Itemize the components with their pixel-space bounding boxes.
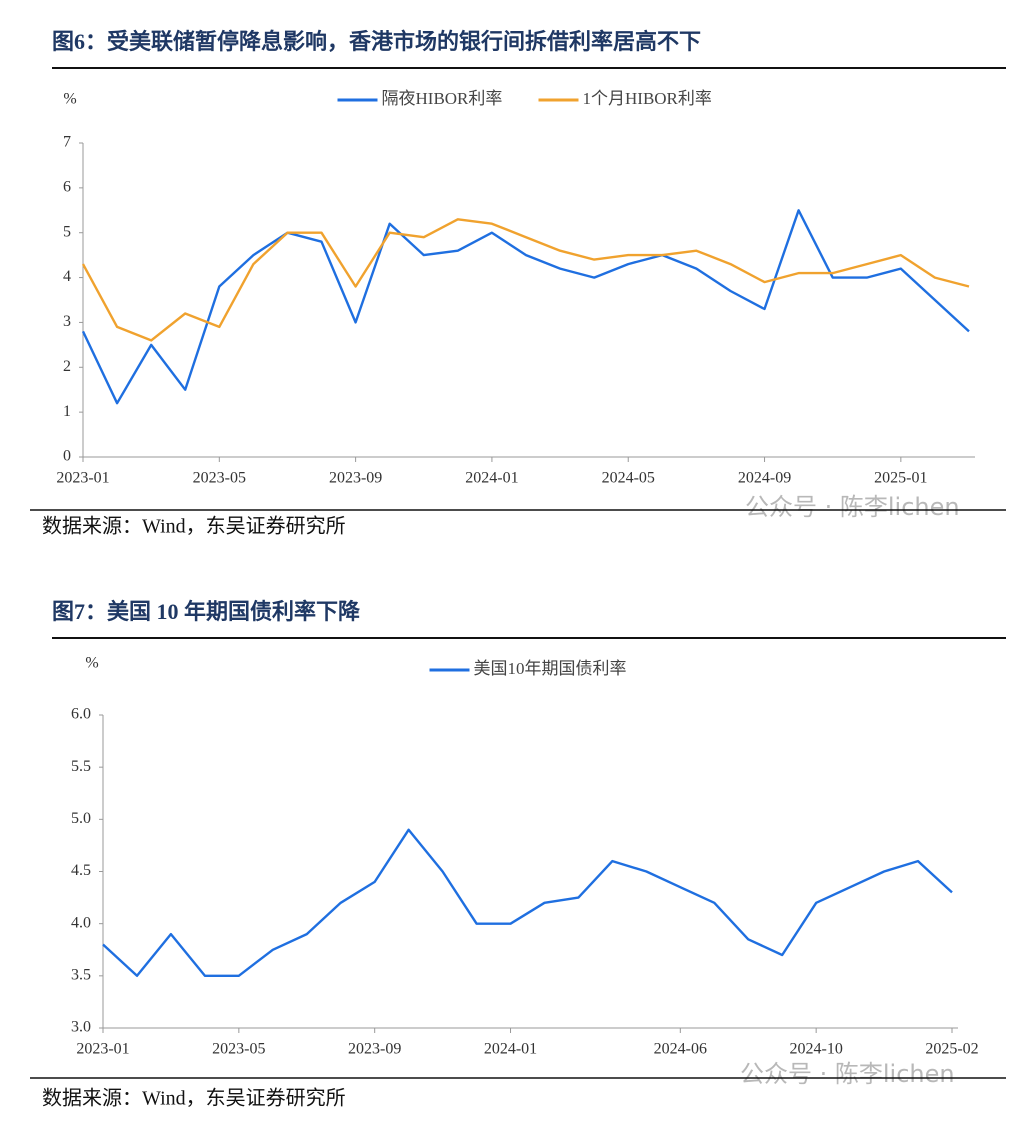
y-unit: % [63, 91, 76, 108]
x-tick-label: 2025-01 [874, 470, 927, 487]
y-tick-label: 5.5 [71, 758, 91, 775]
x-tick-label: 2023-05 [212, 1041, 265, 1058]
series-line [81, 218, 970, 342]
y-tick-label: 1 [63, 403, 71, 420]
x-tick-label: 2023-05 [193, 470, 246, 487]
y-tick-label: 5 [63, 223, 71, 240]
y-tick-label: 5.0 [71, 810, 91, 827]
legend-label: 1个月HIBOR利率 [583, 89, 712, 108]
y-tick-label: 4.0 [71, 914, 91, 931]
y-unit: % [85, 655, 98, 672]
y-tick-label: 3.5 [71, 967, 91, 984]
x-tick-label: 2024-10 [789, 1041, 842, 1058]
y-tick-label: 6 [63, 179, 71, 196]
series-line [81, 209, 970, 405]
x-tick-label: 2024-01 [465, 470, 518, 487]
x-tick-label: 2025-02 [925, 1041, 978, 1058]
y-tick-label: 7 [63, 134, 71, 151]
watermark: 公众号 · 陈李lichen [740, 1060, 955, 1088]
x-tick-label: 2023-09 [329, 470, 382, 487]
x-tick-label: 2023-01 [76, 1041, 129, 1058]
y-tick-label: 0 [63, 448, 71, 465]
source: 数据来源：Wind，东吴证券研究所 [42, 515, 346, 538]
y-tick-label: 6.0 [71, 706, 91, 723]
y-tick-label: 3.0 [71, 1019, 91, 1036]
x-tick-label: 2023-01 [56, 470, 109, 487]
source: 数据来源：Wind，东吴证券研究所 [42, 1087, 346, 1110]
y-tick-label: 4.5 [71, 862, 91, 879]
x-tick-label: 2024-06 [654, 1041, 707, 1058]
y-tick-label: 4 [63, 268, 71, 285]
x-tick-label: 2024-05 [602, 470, 655, 487]
figure-title: 图6：受美联储暂停降息影响，香港市场的银行间拆借利率居高不下 [52, 29, 701, 54]
y-tick-label: 3 [63, 313, 71, 330]
series-line [102, 828, 953, 977]
legend-label: 美国10年期国债利率 [474, 659, 627, 678]
x-tick-label: 2024-01 [484, 1041, 537, 1058]
x-tick-label: 2023-09 [348, 1041, 401, 1058]
x-tick-label: 2024-09 [738, 470, 791, 487]
legend-label: 隔夜HIBOR利率 [382, 89, 503, 108]
y-tick-label: 2 [63, 358, 71, 375]
watermark: 公众号 · 陈李lichen [745, 493, 960, 521]
figure-title: 图7：美国 10 年期国债利率下降 [52, 599, 361, 624]
